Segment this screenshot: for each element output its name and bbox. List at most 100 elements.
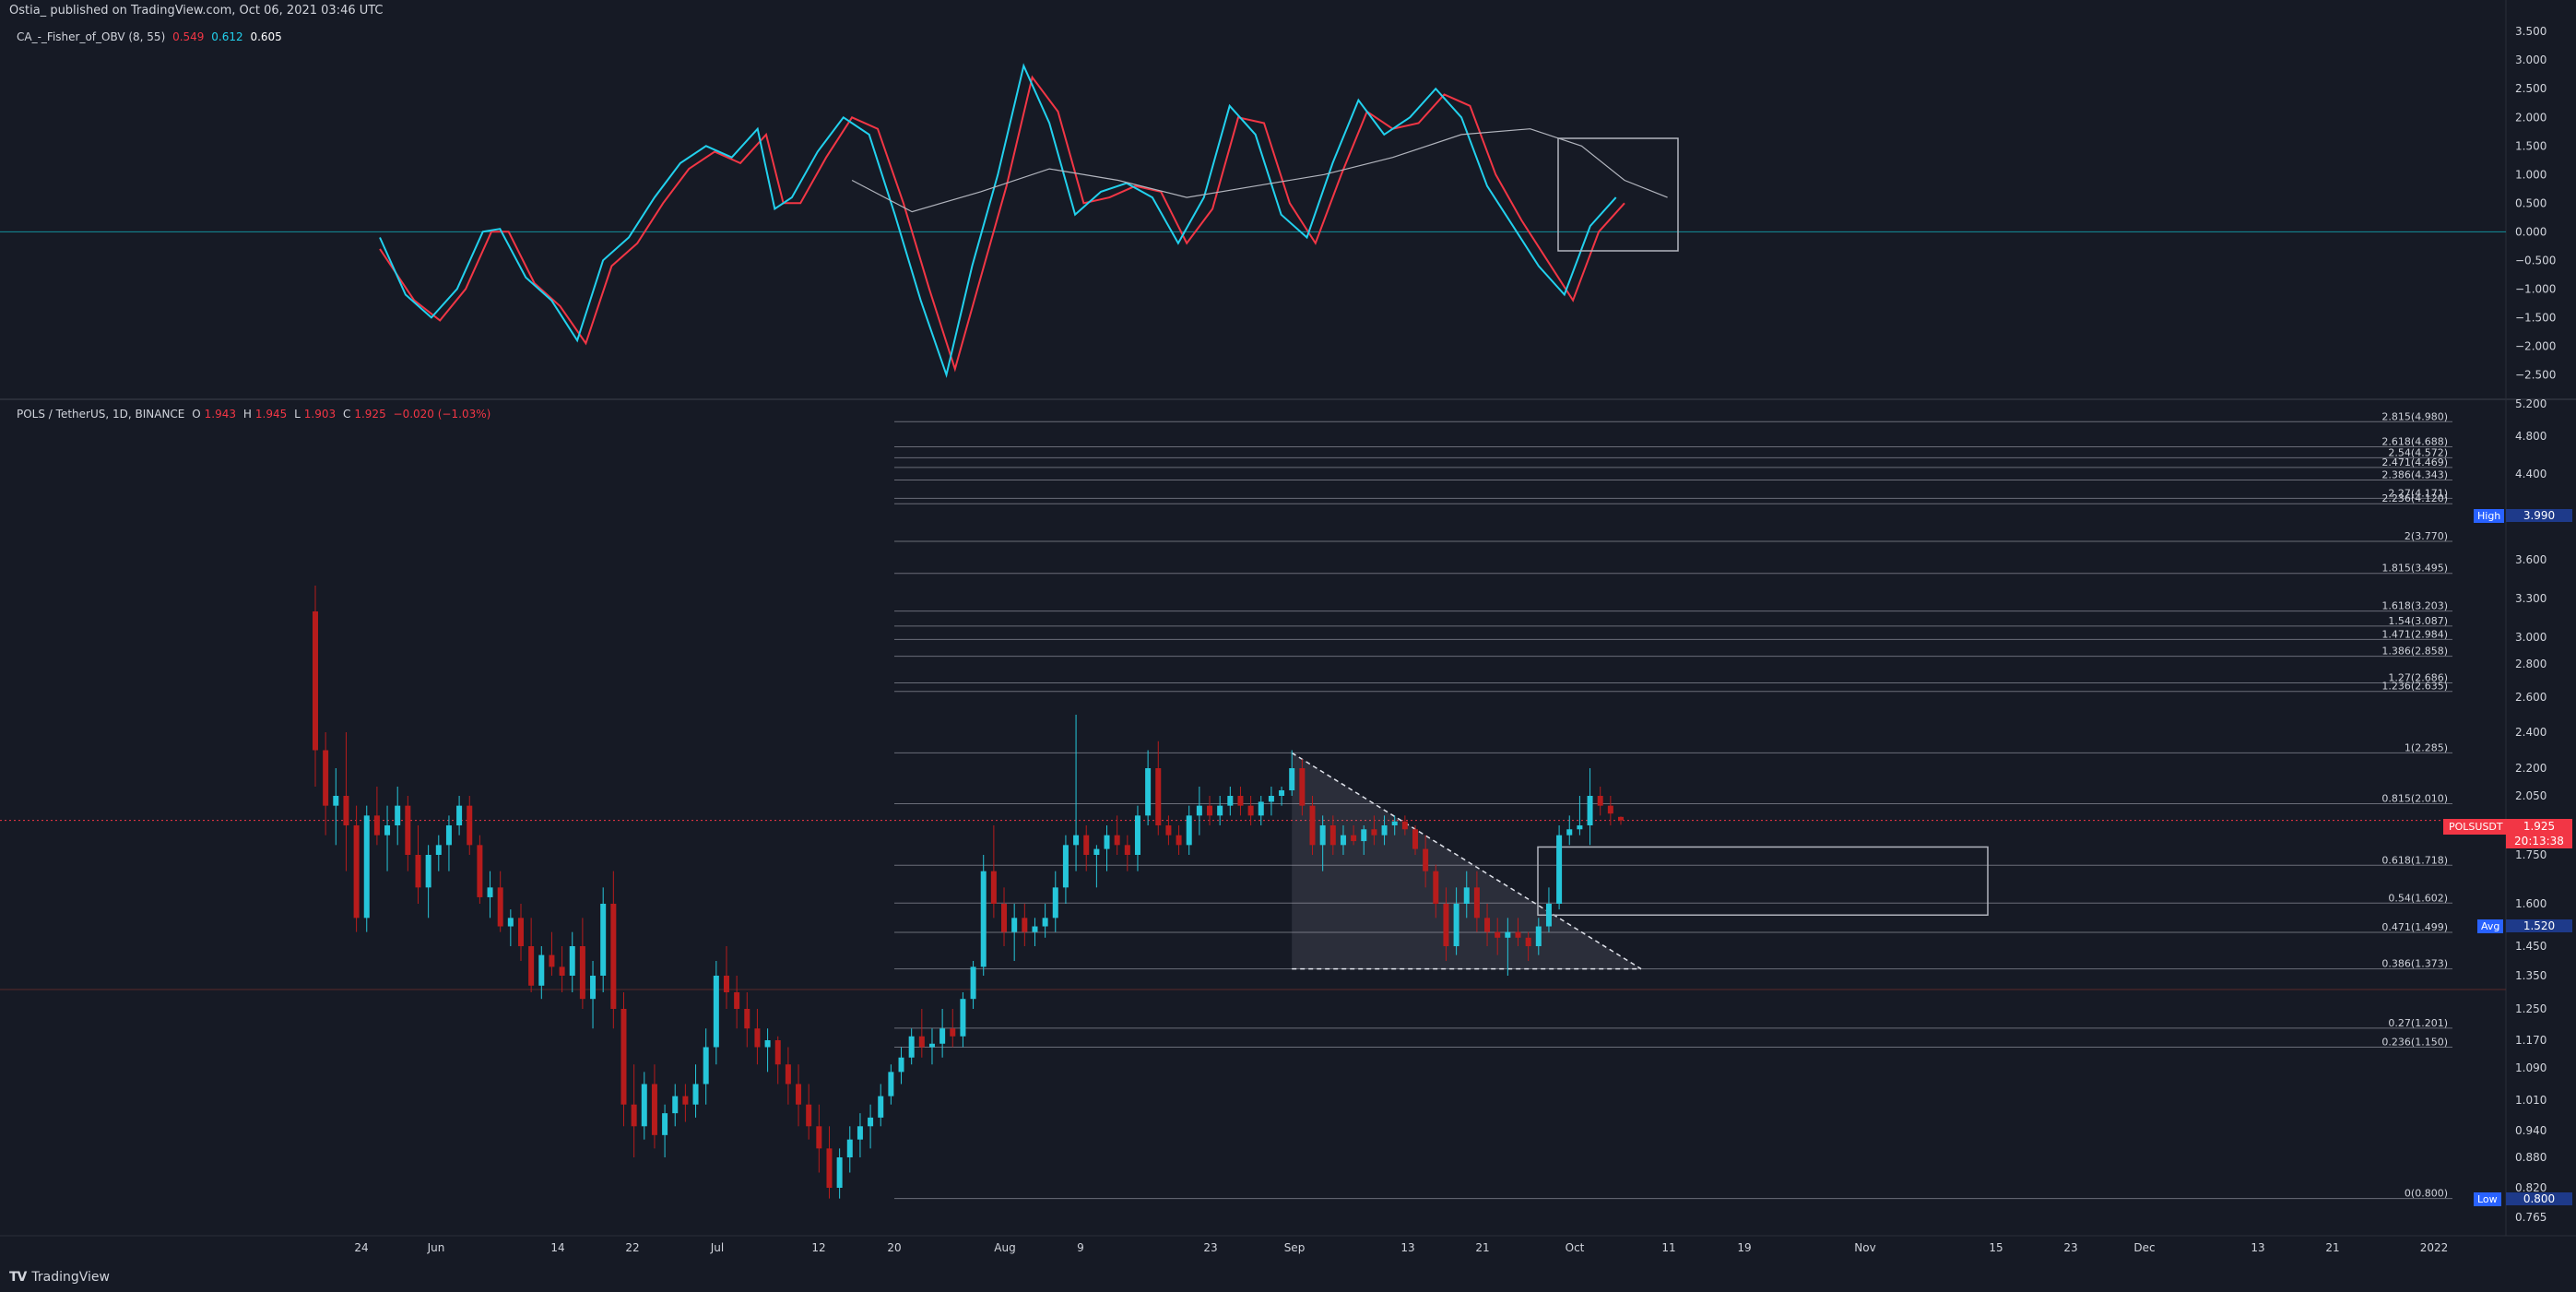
candle-body (641, 1084, 647, 1127)
candle-body (1165, 825, 1172, 836)
price-tick-label: 1.250 (2515, 1002, 2546, 1015)
candle-body (1309, 805, 1316, 846)
candle-body (1545, 904, 1552, 927)
time-tick-label: 2022 (2420, 1241, 2449, 1254)
time-tick-label: 11 (1661, 1241, 1675, 1254)
candle-body (723, 976, 729, 992)
price-tick-label: 2.050 (2515, 789, 2546, 802)
candle-body (1114, 835, 1120, 846)
candle-body (796, 1084, 802, 1105)
candle-body (970, 966, 976, 1000)
fib-level-label: 0.54(1.602) (2388, 892, 2448, 904)
candle-body (1381, 825, 1388, 836)
candle-body (559, 966, 565, 976)
price-tick-label: 2.200 (2515, 762, 2546, 775)
price-tick-label: 0.765 (2515, 1211, 2546, 1224)
candle-body (395, 805, 401, 825)
symbol-title: POLS / TetherUS, 1D, BINANCE (17, 408, 185, 421)
price-tick-label: 4.400 (2515, 468, 2546, 480)
candle-body (333, 796, 339, 806)
price-tick-label: 0.940 (2515, 1124, 2546, 1137)
time-tick-label: Sep (1284, 1241, 1306, 1254)
ohlc-high-label: H (242, 408, 252, 421)
fib-level-label: 0(0.800) (2405, 1188, 2448, 1200)
candle-body (1401, 821, 1408, 830)
candle-body (467, 805, 473, 846)
candle-body (343, 796, 349, 825)
high-badge-value: 3.990 (2506, 509, 2572, 522)
candle-body (1371, 829, 1377, 836)
candle-body (1495, 931, 1501, 938)
candle-body (1279, 790, 1285, 796)
fib-level-label: 0.618(1.718) (2381, 854, 2448, 866)
candle-body (1237, 796, 1244, 806)
candle-body (908, 1036, 915, 1058)
candle-body (990, 871, 997, 904)
fib-level-label: 1.471(2.984) (2381, 628, 2448, 640)
price-tick-label: 1.600 (2515, 897, 2546, 910)
publisher-info: Ostia_ published on TradingView.com, Oct… (9, 4, 384, 18)
candle-body (1577, 825, 1583, 830)
indicator-tick-label: −2.500 (2515, 368, 2556, 381)
candle-body (610, 904, 617, 1009)
price-tick-label: 1.090 (2515, 1061, 2546, 1074)
candle-body (528, 946, 535, 986)
price-tick-label: 3.600 (2515, 553, 2546, 566)
candle-body (1463, 887, 1470, 904)
candles (313, 586, 1624, 1199)
time-tick-label: Aug (994, 1241, 1015, 1254)
candle-body (1525, 937, 1531, 946)
fib-level-label: 1.236(2.635) (2381, 681, 2448, 693)
candle-body (1093, 848, 1100, 855)
fib-level-label: 2.27(4.171) (2388, 487, 2448, 499)
time-tick-label: Jun (427, 1241, 445, 1254)
candle-body (1247, 805, 1254, 816)
candle-body (1227, 796, 1234, 806)
candle-body (1505, 931, 1511, 938)
candle-body (764, 1040, 771, 1048)
fib-level-label: 0.386(1.373) (2381, 958, 2448, 970)
fib-level-label: 1.54(3.087) (2388, 615, 2448, 627)
candle-body (980, 871, 987, 967)
candle-body (590, 976, 597, 1000)
indicator-tick-label: 0.500 (2515, 196, 2546, 209)
indicator-tick-label: 1.000 (2515, 168, 2546, 181)
candle-body (806, 1104, 812, 1127)
indicator-legend[interactable]: CA_-_Fisher_of_OBV (8, 55) 0.549 0.612 0… (17, 30, 282, 43)
indicator-tick-label: 0.000 (2515, 225, 2546, 238)
candle-body (960, 999, 966, 1037)
time-tick-label: 13 (1400, 1241, 1414, 1254)
symbol-legend[interactable]: POLS / TetherUS, 1D, BINANCE O 1.943 H 1.9… (17, 408, 494, 421)
fib-level-label: 2.815(4.980) (2381, 410, 2448, 422)
ohlc-high: 1.945 (254, 408, 288, 421)
candle-body (1535, 926, 1542, 946)
indicator-pane (0, 63, 2506, 378)
time-tick-label: Oct (1566, 1241, 1585, 1254)
ohlc-open: 1.943 (204, 408, 237, 421)
indicator-highlight-box (1557, 137, 1679, 252)
candle-body (672, 1096, 679, 1114)
candle-body (1258, 801, 1264, 816)
candle-body (1618, 816, 1624, 821)
time-tick-label: 9 (1077, 1241, 1084, 1254)
candle-body (939, 1028, 946, 1044)
candle-body (1319, 825, 1326, 846)
tradingview-brand[interactable]: TV TradingView (9, 1270, 110, 1285)
time-tick-label: 20 (887, 1241, 901, 1254)
time-tick-label: Dec (2133, 1241, 2155, 1254)
current-price: 1.925 (2523, 820, 2556, 833)
price-tick-label: 2.400 (2515, 726, 2546, 739)
indicator-name: CA_-_Fisher_of_OBV (8, 55) (17, 30, 166, 43)
ohlc-open-label: O (192, 408, 201, 421)
candle-body (579, 946, 585, 1000)
candle-body (353, 825, 360, 919)
candle-body (620, 1009, 627, 1105)
candle-body (1443, 904, 1449, 946)
indicator-series-line (379, 63, 1617, 378)
candle-body (857, 1126, 863, 1140)
candle-body (1073, 835, 1080, 846)
candle-body (313, 611, 318, 751)
drawings (0, 752, 2506, 990)
candle-body (1556, 835, 1563, 904)
